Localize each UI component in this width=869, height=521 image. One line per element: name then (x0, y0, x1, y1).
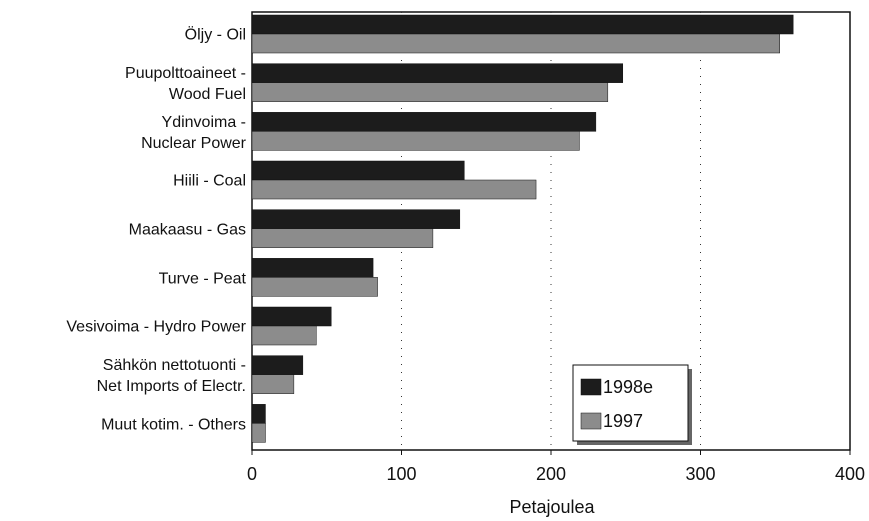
y-tick-label: Turve - Peat (158, 270, 246, 288)
bar (251, 179, 537, 200)
bar (251, 325, 317, 346)
y-tick-label: Maakaasu - Gas (128, 221, 246, 239)
x-tick-label: 400 (835, 464, 865, 484)
x-tick-label: 200 (536, 464, 566, 484)
y-tick-label: Vesivoima - Hydro Power (66, 318, 246, 336)
bar (251, 209, 461, 229)
y-tick-label: Hiili - Coal (173, 172, 246, 190)
bar (251, 404, 266, 424)
legend-swatch (580, 378, 602, 396)
bar (251, 33, 780, 54)
bar (251, 355, 304, 375)
bar (251, 14, 794, 35)
bar (251, 112, 597, 132)
x-tick-label: 300 (685, 464, 715, 484)
x-tick-label: 100 (386, 464, 416, 484)
y-tick-label: Sähkön nettotuonti - Net Imports of Elec… (96, 357, 246, 395)
bar (251, 82, 609, 102)
y-tick-label: Puupolttoaineet - Wood Fuel (125, 65, 246, 103)
bar (251, 160, 465, 181)
bar (251, 63, 624, 83)
bar (251, 374, 295, 394)
bar (251, 306, 332, 327)
bar (251, 258, 374, 278)
bar (251, 277, 378, 297)
y-tick-label: Öljy - Oil (184, 26, 246, 44)
legend-label: 1998e (603, 377, 653, 397)
x-axis-label: Petajoulea (509, 497, 595, 517)
bar (251, 228, 434, 248)
legend-swatch (580, 412, 602, 430)
y-tick-label: Muut kotim. - Others (101, 416, 246, 434)
bar (251, 131, 580, 151)
bar (251, 423, 266, 443)
legend-label: 1997 (603, 411, 643, 431)
y-tick-label: Ydinvoima - Nuclear Power (141, 113, 246, 152)
x-tick-label: 0 (247, 464, 257, 484)
